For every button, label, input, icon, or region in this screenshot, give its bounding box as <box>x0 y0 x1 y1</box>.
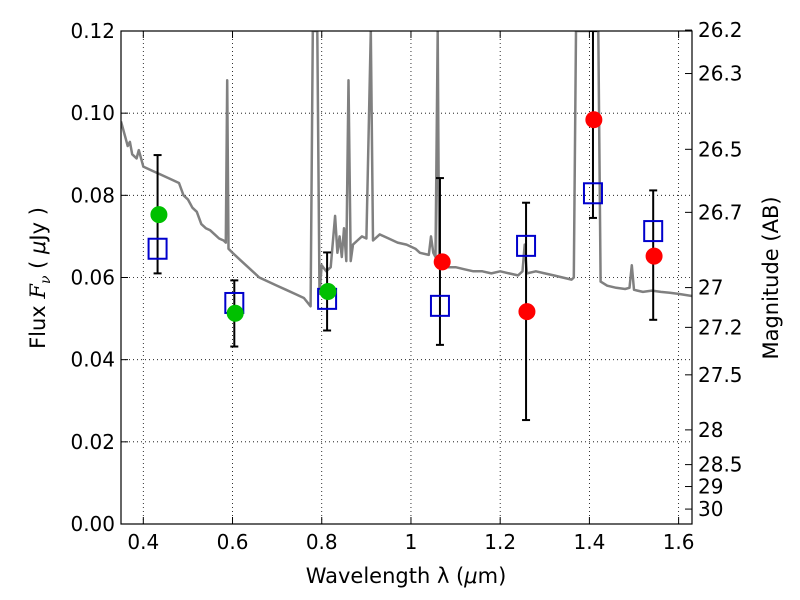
mag-tick-label: 26.5 <box>698 137 743 161</box>
x-tick-label: 0.6 <box>217 530 249 554</box>
x-tick-label: 1 <box>405 530 418 554</box>
y-tick-label: 0.02 <box>70 430 115 454</box>
axes-group: 0.4 0.6 0.8 1 1.2 1.4 1.6 0.00 0.02 0.04 0.06 0.08 0… <box>70 18 742 554</box>
y-tick-label: 0.12 <box>70 19 115 43</box>
observed-point <box>150 206 168 224</box>
markers-group <box>147 31 664 422</box>
model-square <box>516 234 537 257</box>
y-tick-label: 0.10 <box>70 101 115 125</box>
model-square <box>429 294 450 317</box>
mag-tick-label: 26.7 <box>698 200 743 224</box>
model-square <box>147 237 168 260</box>
y-tick-label: 0.00 <box>70 512 115 536</box>
x-tick-label: 1.6 <box>663 530 695 554</box>
y-tick-label: 0.04 <box>70 348 115 372</box>
mag-tick-label: 26.3 <box>698 62 743 86</box>
x-tick-label: 1.2 <box>484 530 516 554</box>
x-tick-label: 1.4 <box>573 530 605 554</box>
mag-tick-label: 27 <box>698 276 723 300</box>
observed-point <box>518 303 536 321</box>
mag-tick-label: 27.2 <box>698 315 743 339</box>
mag-tick-label: 30 <box>698 497 723 521</box>
y-tick-label: 0.08 <box>70 183 115 207</box>
observed-point <box>226 304 244 322</box>
x-tick-label: 0.4 <box>127 530 159 554</box>
mag-tick-label: 26.2 <box>698 18 743 42</box>
mag-tick-label: 27.5 <box>698 363 743 387</box>
observed-point <box>433 253 451 271</box>
mag-tick-label: 28.5 <box>698 453 743 477</box>
observed-point <box>585 111 603 129</box>
x-tick-label: 0.8 <box>306 530 338 554</box>
model-square <box>643 220 664 243</box>
sed-curve-group <box>121 31 692 308</box>
mag-tick-label: 28 <box>698 418 723 442</box>
y-axis-label: Flux Fν ( μJy ) <box>26 207 54 349</box>
model-square <box>582 182 603 205</box>
y-tick-label: 0.06 <box>70 266 115 290</box>
sed-template-line <box>121 31 692 308</box>
observed-point <box>319 282 337 300</box>
magnitude-axis-label: Magnitude (AB) <box>759 196 783 359</box>
mag-tick-label: 29 <box>698 475 723 499</box>
x-axis-label: Wavelength λ (μm) <box>306 564 507 588</box>
observed-point <box>645 247 663 265</box>
